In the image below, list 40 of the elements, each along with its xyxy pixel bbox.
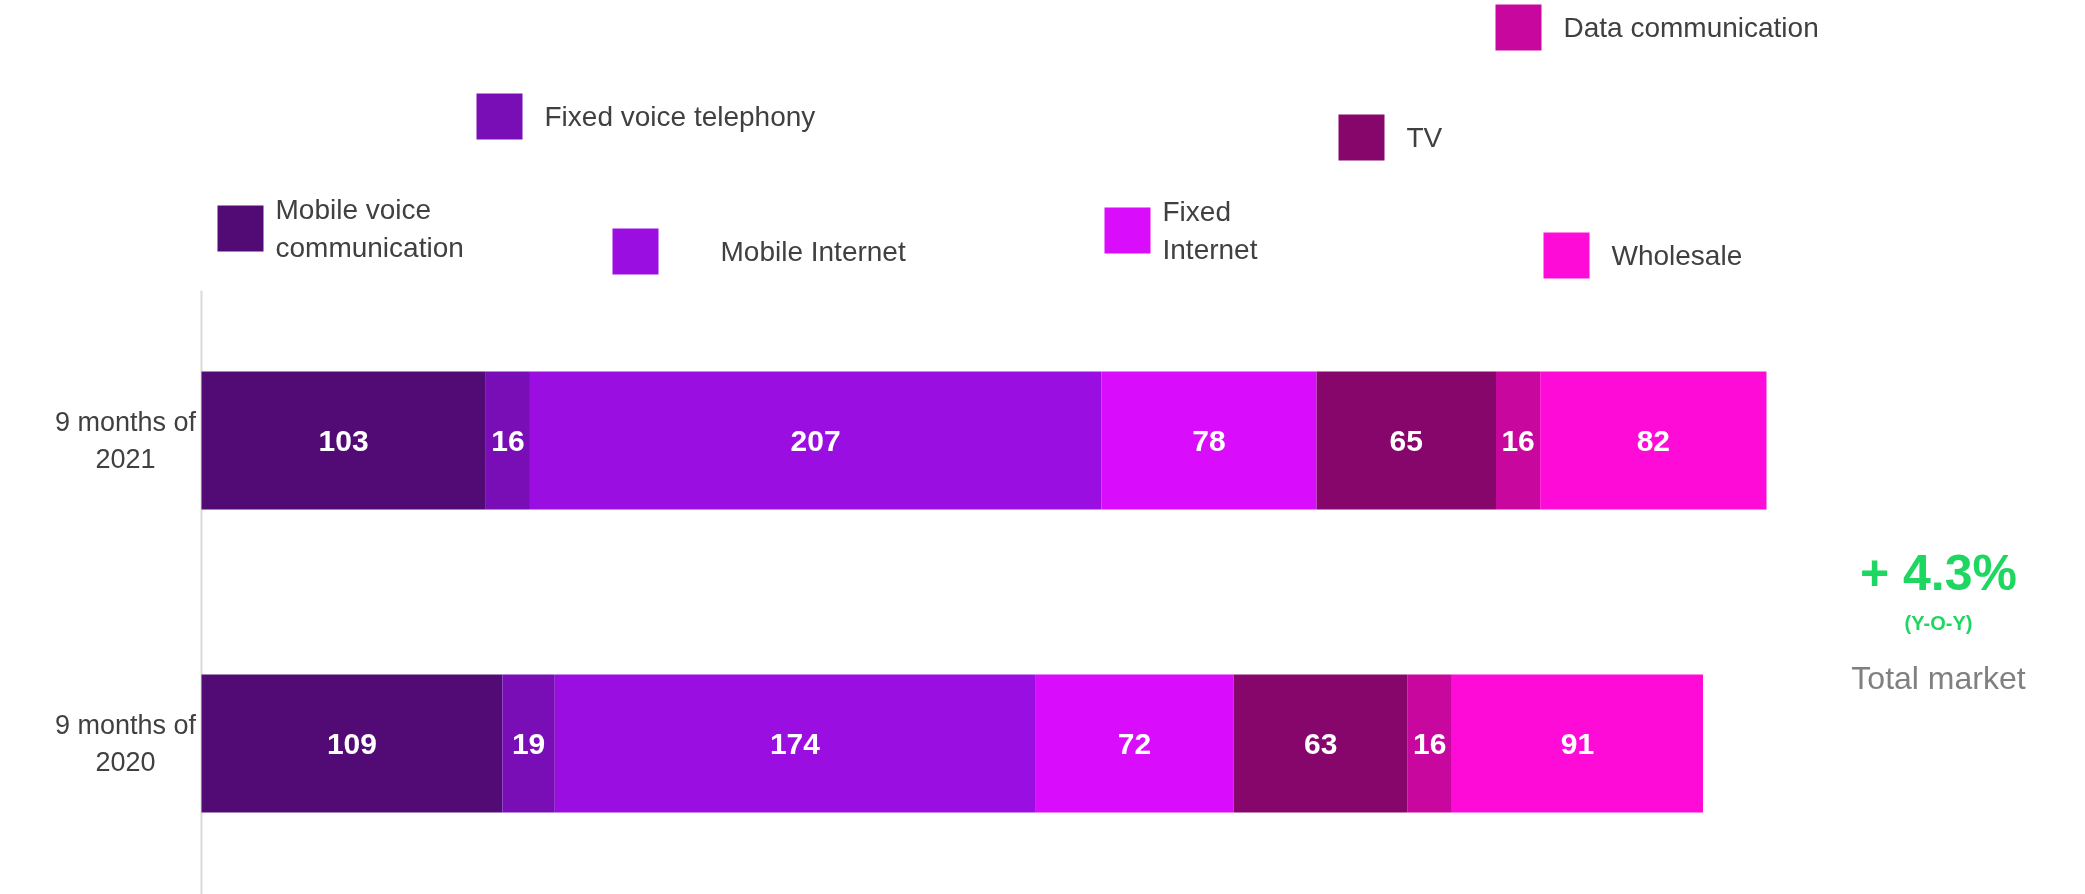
bar — [1496, 371, 1541, 510]
legend-label: Data communication — [1563, 12, 1819, 43]
bar — [1233, 674, 1408, 813]
legend-label: Mobile Internet — [720, 236, 906, 267]
data-label: 103 — [318, 423, 369, 457]
data-label: 65 — [1389, 423, 1423, 457]
bar — [485, 371, 530, 510]
bar — [1316, 371, 1497, 510]
bar — [529, 371, 1102, 510]
data-label: 16 — [1501, 423, 1535, 457]
bar — [1035, 674, 1234, 813]
text: Total market — [1851, 659, 2026, 696]
legend-label: Fixed Internet — [1162, 196, 1258, 265]
data-label: 63 — [1304, 726, 1338, 760]
y-tick-label: 9 months of 2021 — [54, 406, 197, 475]
bar — [201, 674, 503, 813]
legend-label: Wholesale — [1611, 240, 1743, 271]
legend-label: Mobile voice communication — [275, 194, 464, 263]
data-label: 174 — [769, 726, 821, 760]
bar — [1451, 674, 1704, 813]
data-label: 19 — [511, 726, 546, 760]
data-label: 16 — [491, 423, 525, 457]
data-label: 78 — [1192, 423, 1226, 457]
y-tick-label: 9 months of 2020 — [54, 709, 197, 778]
text: (Y-O-Y) — [1904, 611, 1973, 634]
bar — [1540, 371, 1767, 510]
data-label: 16 — [1413, 726, 1447, 760]
data-label: 72 — [1117, 726, 1152, 760]
legend-label: Fixed voice telephony — [544, 101, 816, 132]
bar — [502, 674, 555, 813]
data-label: 91 — [1560, 726, 1595, 760]
bar — [1407, 674, 1452, 813]
data-label: 207 — [790, 423, 841, 457]
text: + 4.3% — [1859, 544, 2018, 601]
data-label: 109 — [326, 726, 377, 760]
bar — [554, 674, 1036, 813]
bar — [201, 371, 486, 510]
bar — [1101, 371, 1317, 510]
legend-label: TV — [1406, 122, 1443, 153]
data-label: 82 — [1636, 423, 1671, 457]
